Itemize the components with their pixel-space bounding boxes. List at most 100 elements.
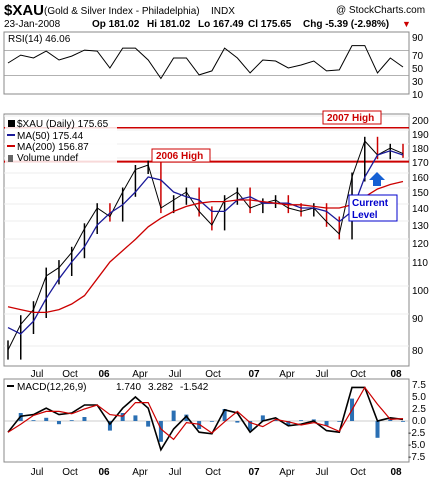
price-legend-title: $XAU (Daily) 175.65: [17, 119, 109, 130]
rsi-tick-70: 70: [412, 51, 424, 62]
rsi-tick-90: 90: [412, 33, 424, 44]
macd-tick-2-5: 2.5: [412, 404, 426, 415]
x-tick-bottom: Jul: [169, 467, 182, 478]
macd-hist-bar: [235, 421, 240, 423]
x-tick-mid: Jul: [31, 369, 44, 380]
macd-tick-neg-7-5: -7.5: [408, 452, 426, 463]
price-tick-80: 80: [412, 346, 424, 357]
macd-hist-value: -1.542: [180, 382, 209, 393]
macd-signal-line: [7, 386, 404, 441]
macd-hist-bar: [401, 421, 405, 422]
quote-low: Lo 167.49: [198, 19, 244, 30]
x-tick-bottom: Apr: [132, 467, 148, 478]
macd-label-prefix: MACD(12,26,9): [17, 382, 86, 393]
macd-hist-bar: [120, 413, 125, 421]
rsi-layer: [4, 45, 409, 80]
macd-signal-value: 3.282: [148, 382, 173, 393]
x-tick-mid: 07: [248, 369, 260, 380]
x-tick-mid: Oct: [350, 369, 366, 380]
macd-hist-bar: [107, 421, 112, 431]
macd-line: [7, 386, 404, 452]
quote-close: Cl 175.65: [248, 19, 292, 30]
macd-y-axis: 7.5 5.0 2.5 0.0 -2.5 -5.0 -7.5: [408, 380, 426, 463]
annotation-2006-high: 2006 High: [156, 151, 203, 162]
macd-hist-bar: [133, 415, 138, 421]
macd-tick-5-0: 5.0: [412, 392, 426, 403]
x-axis-bottom: Jul Oct 06 Apr Jul Oct 07 Apr Jul Oct 08: [31, 467, 402, 478]
x-tick-mid: Jul: [169, 369, 182, 380]
price-tick-160: 160: [412, 173, 429, 184]
macd-hist-bar: [299, 420, 304, 421]
x-tick-mid: Oct: [62, 369, 78, 380]
macd-tick-7-5: 7.5: [412, 380, 426, 391]
price-tick-130: 130: [412, 221, 429, 232]
price-tick-180: 180: [412, 144, 429, 155]
rsi-tick-10: 10: [412, 90, 424, 101]
macd-hist-bar: [158, 421, 163, 442]
macd-hist-bar: [171, 410, 176, 421]
macd-hist-bar: [82, 417, 87, 421]
rsi-label: RSI(14) 46.06: [8, 34, 71, 45]
x-tick-mid: Apr: [132, 369, 148, 380]
macd-hist-bar: [56, 421, 61, 425]
ma200-line: [7, 180, 404, 314]
x-tick-bottom: Jul: [316, 467, 329, 478]
price-tick-150: 150: [412, 188, 429, 199]
current-level-box: [348, 194, 398, 222]
price-line: [7, 140, 404, 351]
macd-hist-bar: [273, 419, 278, 421]
x-tick-bottom: Oct: [205, 467, 221, 478]
quote-change: Chg -5.39 (-2.98%): [303, 19, 389, 30]
macd-hist-bar: [222, 409, 227, 421]
price-y-axis: 200 190 180 170 160 150 140 130 120 110 …: [412, 116, 429, 357]
annotation-2006-box: [151, 148, 211, 163]
macd-hist-bar: [184, 414, 189, 421]
index-name: (Gold & Silver Index - Philadelphia): [44, 6, 200, 17]
rsi-tick-50: 50: [412, 64, 424, 75]
x-tick-bottom: 06: [98, 467, 110, 478]
macd-hist-bar: [324, 421, 329, 426]
price-tick-170: 170: [412, 158, 429, 169]
macd-hist-bar: [44, 417, 49, 421]
price-tick-110: 110: [412, 258, 428, 269]
change-arrow-icon: ▼: [402, 19, 411, 29]
macd-hist-bar: [260, 415, 265, 421]
legend-volume: Volume undef: [17, 153, 78, 164]
rsi-tick-30: 30: [412, 77, 424, 88]
macd-hist-bar: [197, 421, 202, 429]
macd-hist-bar: [388, 419, 393, 421]
price-tick-190: 190: [412, 130, 429, 141]
macd-hist-bar: [375, 421, 380, 438]
macd-hist-bar: [286, 421, 291, 425]
x-tick-bottom: Apr: [279, 467, 295, 478]
price-tick-90: 90: [412, 314, 424, 325]
quote-high: Hi 181.02: [147, 19, 191, 30]
up-arrow-icon: [369, 172, 385, 186]
macd-hist-bar: [209, 421, 214, 422]
price-tick-140: 140: [412, 204, 429, 215]
x-axis-mid: Jul Oct 06 Apr Jul Oct 07 Apr Jul Oct 08: [31, 369, 402, 380]
macd-hist-bar: [248, 421, 253, 431]
x-tick-bottom: 08: [390, 467, 402, 478]
legend-swatch-price: [8, 120, 15, 127]
macd-tick-0-0: 0.0: [412, 416, 426, 427]
price-tick-100: 100: [412, 286, 429, 297]
macd-hist-bar: [31, 420, 36, 421]
rsi-panel-frame: [3, 31, 410, 95]
annotation-2007-box: [322, 110, 382, 125]
x-tick-bottom: Oct: [350, 467, 366, 478]
ma50-line: [7, 150, 404, 335]
quote-open: Op 181.02: [92, 19, 140, 30]
macd-tick-neg-5-0: -5.0: [408, 440, 426, 451]
x-tick-bottom: Oct: [62, 467, 78, 478]
x-tick-mid: 06: [98, 369, 110, 380]
quote-date: 23-Jan-2008: [4, 19, 61, 30]
current-level-line2: Level: [352, 210, 378, 221]
macd-tick-neg-2-5: -2.5: [408, 428, 426, 439]
macd-layer: [4, 386, 409, 452]
price-tick-200: 200: [412, 116, 429, 127]
macd-hist-bar: [146, 421, 151, 427]
macd-hist-bar: [69, 420, 74, 421]
